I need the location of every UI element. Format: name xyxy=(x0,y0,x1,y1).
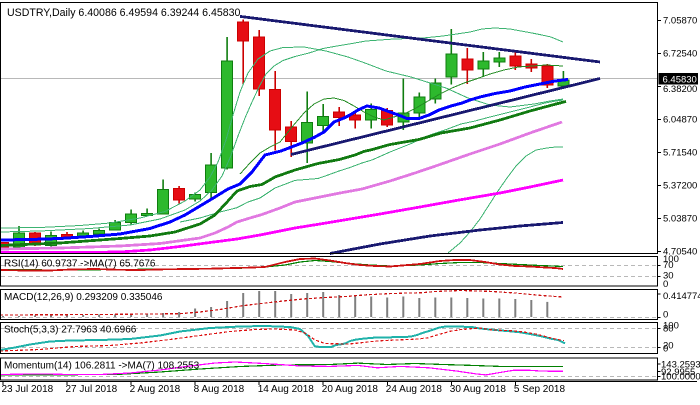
svg-text:6.45830: 6.45830 xyxy=(663,75,697,86)
svg-text:6.72540: 6.72540 xyxy=(663,48,697,59)
svg-text:MACD(12,26,9) 0.293209 0.33504: MACD(12,26,9) 0.293209 0.335046 xyxy=(4,292,163,303)
svg-text:0: 0 xyxy=(663,279,668,290)
svg-text:8 Aug 2018: 8 Aug 2018 xyxy=(194,384,245,395)
svg-text:4.70540: 4.70540 xyxy=(663,246,697,257)
svg-text:5.37200: 5.37200 xyxy=(663,180,697,191)
svg-text:5.71540: 5.71540 xyxy=(663,147,697,158)
svg-text:6.04870: 6.04870 xyxy=(663,114,697,125)
svg-text:0: 0 xyxy=(663,344,668,355)
svg-text:0: 0 xyxy=(663,310,668,321)
svg-text:27 Jul 2018: 27 Jul 2018 xyxy=(66,384,118,395)
svg-text:20 Aug 2018: 20 Aug 2018 xyxy=(322,384,379,395)
svg-text:100: 100 xyxy=(663,254,679,265)
svg-text:30 Aug 2018: 30 Aug 2018 xyxy=(450,384,507,395)
svg-text:Momentum(14) 106.2811 ->MA(7): Momentum(14) 106.2811 ->MA(7) 108.2553 xyxy=(4,360,200,371)
svg-text:23 Jul 2018: 23 Jul 2018 xyxy=(2,384,54,395)
svg-text:RSI(14) 60.9737 ->MA(7) 65.76: RSI(14) 60.9737 ->MA(7) 65.7676 xyxy=(4,259,156,270)
svg-text:2 Aug 2018: 2 Aug 2018 xyxy=(130,384,181,395)
svg-text:6.38200: 6.38200 xyxy=(663,84,697,95)
svg-text:143.2593: 143.2593 xyxy=(661,360,700,371)
svg-text:80: 80 xyxy=(663,324,674,335)
svg-text:100: 100 xyxy=(663,321,679,332)
svg-text:USDTRY,Daily 6.40086 6.49594: USDTRY,Daily 6.40086 6.49594 6.39244 6.4… xyxy=(7,7,241,19)
svg-text:7.05870: 7.05870 xyxy=(663,15,697,26)
svg-text:5.03870: 5.03870 xyxy=(663,213,697,224)
svg-text:24 Aug 2018: 24 Aug 2018 xyxy=(386,384,443,395)
svg-text:92.9955: 92.9955 xyxy=(661,367,695,378)
svg-text:100.0000: 100.0000 xyxy=(661,372,700,383)
svg-text:30: 30 xyxy=(663,271,674,282)
svg-text:14 Aug 2018: 14 Aug 2018 xyxy=(258,384,315,395)
svg-text:70: 70 xyxy=(663,260,674,271)
svg-text:5 Sep 2018: 5 Sep 2018 xyxy=(514,384,566,395)
svg-text:0.414774: 0.414774 xyxy=(663,291,700,302)
svg-text:20: 20 xyxy=(663,341,674,352)
svg-text:Stoch(5,3,3) 27.7963 40.6966: Stoch(5,3,3) 27.7963 40.6966 xyxy=(4,325,137,336)
